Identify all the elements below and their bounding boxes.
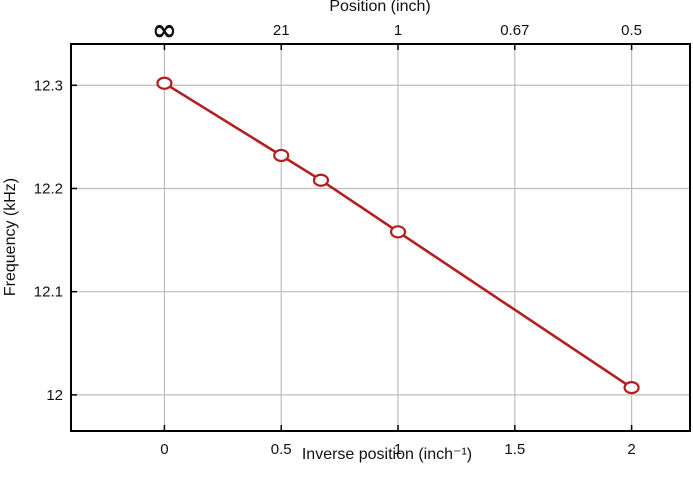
top-axis-ticks: ∞ 21 1 0.67 0.5	[152, 13, 642, 50]
y-tick-label-2: 12.2	[34, 180, 63, 197]
top-tick-label-4: 0.5	[621, 22, 642, 39]
top-tick-label-0: ∞	[152, 13, 177, 48]
data-point-4	[623, 381, 640, 395]
top-tick-label-3: 0.67	[500, 22, 529, 39]
x-tick-label-4: 2	[627, 441, 635, 458]
y-axis-ticks: 12 12.1 12.2 12.3	[34, 77, 77, 404]
x-axis-ticks: 0 0.5 1 1.5 2	[160, 425, 636, 458]
data-point-1	[273, 148, 290, 163]
top-axis-title: Position (inch)	[329, 0, 430, 15]
data-point-2	[312, 173, 330, 187]
x-tick-label-2: 1	[394, 441, 402, 458]
y-tick-label-3: 12.3	[34, 77, 63, 94]
y-tick-label-0: 12	[46, 387, 63, 404]
y-tick-label-1: 12.1	[34, 284, 63, 301]
x-tick-label-3: 1.5	[504, 441, 525, 458]
data-point-3	[389, 225, 407, 239]
data-point-0	[156, 76, 173, 90]
y-axis-title: Frequency (kHz)	[2, 178, 19, 296]
grid-lines	[71, 44, 690, 431]
x-axis-title: Inverse position (inch⁻¹)	[302, 446, 472, 463]
x-tick-label-0: 0	[160, 441, 168, 458]
series-layer	[156, 76, 640, 395]
plot-frame	[70, 43, 691, 432]
top-tick-label-2: 1	[394, 22, 402, 39]
x-tick-label-1: 0.5	[271, 441, 292, 458]
top-tick-label-1: 21	[273, 22, 290, 39]
